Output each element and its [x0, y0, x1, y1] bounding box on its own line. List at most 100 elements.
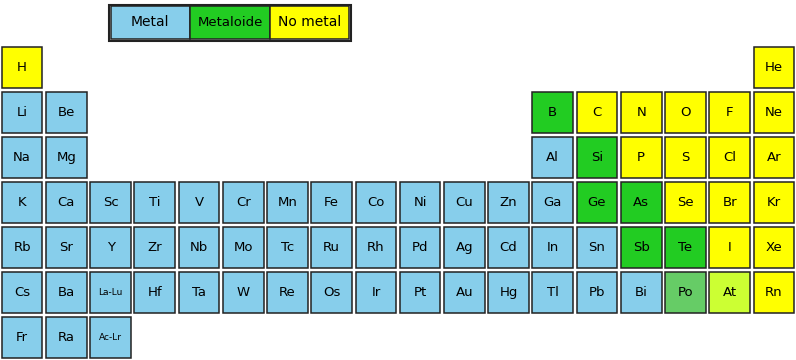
Text: Cr: Cr	[236, 196, 251, 209]
Text: Ar: Ar	[767, 151, 781, 164]
FancyBboxPatch shape	[311, 182, 352, 223]
Text: Te: Te	[678, 241, 693, 254]
FancyBboxPatch shape	[576, 272, 618, 313]
Text: Fe: Fe	[324, 196, 339, 209]
Text: Li: Li	[17, 106, 28, 119]
FancyBboxPatch shape	[2, 272, 42, 313]
FancyBboxPatch shape	[223, 272, 263, 313]
Text: Ag: Ag	[455, 241, 473, 254]
FancyBboxPatch shape	[533, 137, 573, 178]
Text: Nb: Nb	[190, 241, 208, 254]
FancyBboxPatch shape	[178, 272, 220, 313]
Text: Ge: Ge	[587, 196, 607, 209]
Text: Zn: Zn	[500, 196, 517, 209]
FancyBboxPatch shape	[488, 272, 529, 313]
FancyBboxPatch shape	[2, 47, 42, 88]
Text: Cs: Cs	[14, 286, 30, 299]
FancyBboxPatch shape	[267, 227, 308, 268]
Text: B: B	[548, 106, 557, 119]
FancyBboxPatch shape	[576, 182, 618, 223]
FancyBboxPatch shape	[178, 227, 220, 268]
Text: Hg: Hg	[499, 286, 517, 299]
Text: At: At	[723, 286, 737, 299]
Text: V: V	[194, 196, 204, 209]
FancyBboxPatch shape	[621, 137, 661, 178]
FancyBboxPatch shape	[709, 137, 750, 178]
FancyBboxPatch shape	[533, 92, 573, 133]
FancyBboxPatch shape	[311, 227, 352, 268]
Text: Sr: Sr	[60, 241, 73, 254]
Text: No metal: No metal	[278, 15, 341, 30]
FancyBboxPatch shape	[533, 227, 573, 268]
Text: Pd: Pd	[412, 241, 428, 254]
Text: I: I	[728, 241, 732, 254]
FancyBboxPatch shape	[665, 182, 706, 223]
Text: Metaloide: Metaloide	[197, 16, 263, 29]
FancyBboxPatch shape	[400, 227, 440, 268]
Text: Rb: Rb	[14, 241, 31, 254]
FancyBboxPatch shape	[754, 182, 794, 223]
FancyBboxPatch shape	[267, 272, 308, 313]
Text: Ac-Lr: Ac-Lr	[99, 333, 122, 342]
FancyBboxPatch shape	[576, 227, 618, 268]
Text: Se: Se	[677, 196, 694, 209]
Text: Sn: Sn	[588, 241, 606, 254]
FancyBboxPatch shape	[754, 272, 794, 313]
FancyBboxPatch shape	[178, 182, 220, 223]
FancyBboxPatch shape	[46, 182, 87, 223]
Text: Ni: Ni	[413, 196, 427, 209]
Text: Sb: Sb	[633, 241, 650, 254]
Text: K: K	[18, 196, 26, 209]
Text: S: S	[681, 151, 689, 164]
FancyBboxPatch shape	[223, 182, 263, 223]
FancyBboxPatch shape	[311, 272, 352, 313]
Text: Pt: Pt	[413, 286, 427, 299]
FancyBboxPatch shape	[46, 227, 87, 268]
Text: As: As	[634, 196, 650, 209]
Text: Al: Al	[546, 151, 560, 164]
Text: Cu: Cu	[455, 196, 473, 209]
FancyBboxPatch shape	[2, 227, 42, 268]
FancyBboxPatch shape	[270, 6, 349, 39]
Text: La-Lu: La-Lu	[99, 288, 123, 297]
Text: Co: Co	[367, 196, 384, 209]
FancyBboxPatch shape	[90, 182, 131, 223]
FancyBboxPatch shape	[356, 272, 396, 313]
Text: Si: Si	[591, 151, 603, 164]
Text: Hf: Hf	[147, 286, 162, 299]
FancyBboxPatch shape	[2, 182, 42, 223]
Text: Pb: Pb	[589, 286, 605, 299]
FancyBboxPatch shape	[665, 272, 706, 313]
Text: Rn: Rn	[765, 286, 782, 299]
Text: Fr: Fr	[16, 331, 28, 344]
FancyBboxPatch shape	[533, 182, 573, 223]
FancyBboxPatch shape	[109, 4, 351, 40]
Text: Ir: Ir	[371, 286, 380, 299]
FancyBboxPatch shape	[488, 227, 529, 268]
Text: Y: Y	[107, 241, 115, 254]
Text: In: In	[547, 241, 559, 254]
FancyBboxPatch shape	[46, 92, 87, 133]
FancyBboxPatch shape	[621, 227, 661, 268]
FancyBboxPatch shape	[46, 317, 87, 358]
FancyBboxPatch shape	[709, 182, 750, 223]
Text: Ga: Ga	[544, 196, 562, 209]
Text: Po: Po	[677, 286, 693, 299]
FancyBboxPatch shape	[754, 47, 794, 88]
FancyBboxPatch shape	[2, 92, 42, 133]
Text: Sc: Sc	[103, 196, 119, 209]
Text: Xe: Xe	[766, 241, 782, 254]
FancyBboxPatch shape	[709, 227, 750, 268]
Text: Ca: Ca	[57, 196, 75, 209]
FancyBboxPatch shape	[90, 272, 131, 313]
Text: Ne: Ne	[765, 106, 783, 119]
FancyBboxPatch shape	[754, 227, 794, 268]
Text: Metal: Metal	[131, 15, 170, 30]
FancyBboxPatch shape	[576, 137, 618, 178]
Text: O: O	[681, 106, 691, 119]
FancyBboxPatch shape	[90, 317, 131, 358]
Text: Rh: Rh	[367, 241, 384, 254]
FancyBboxPatch shape	[135, 227, 175, 268]
FancyBboxPatch shape	[621, 182, 661, 223]
Text: N: N	[636, 106, 646, 119]
